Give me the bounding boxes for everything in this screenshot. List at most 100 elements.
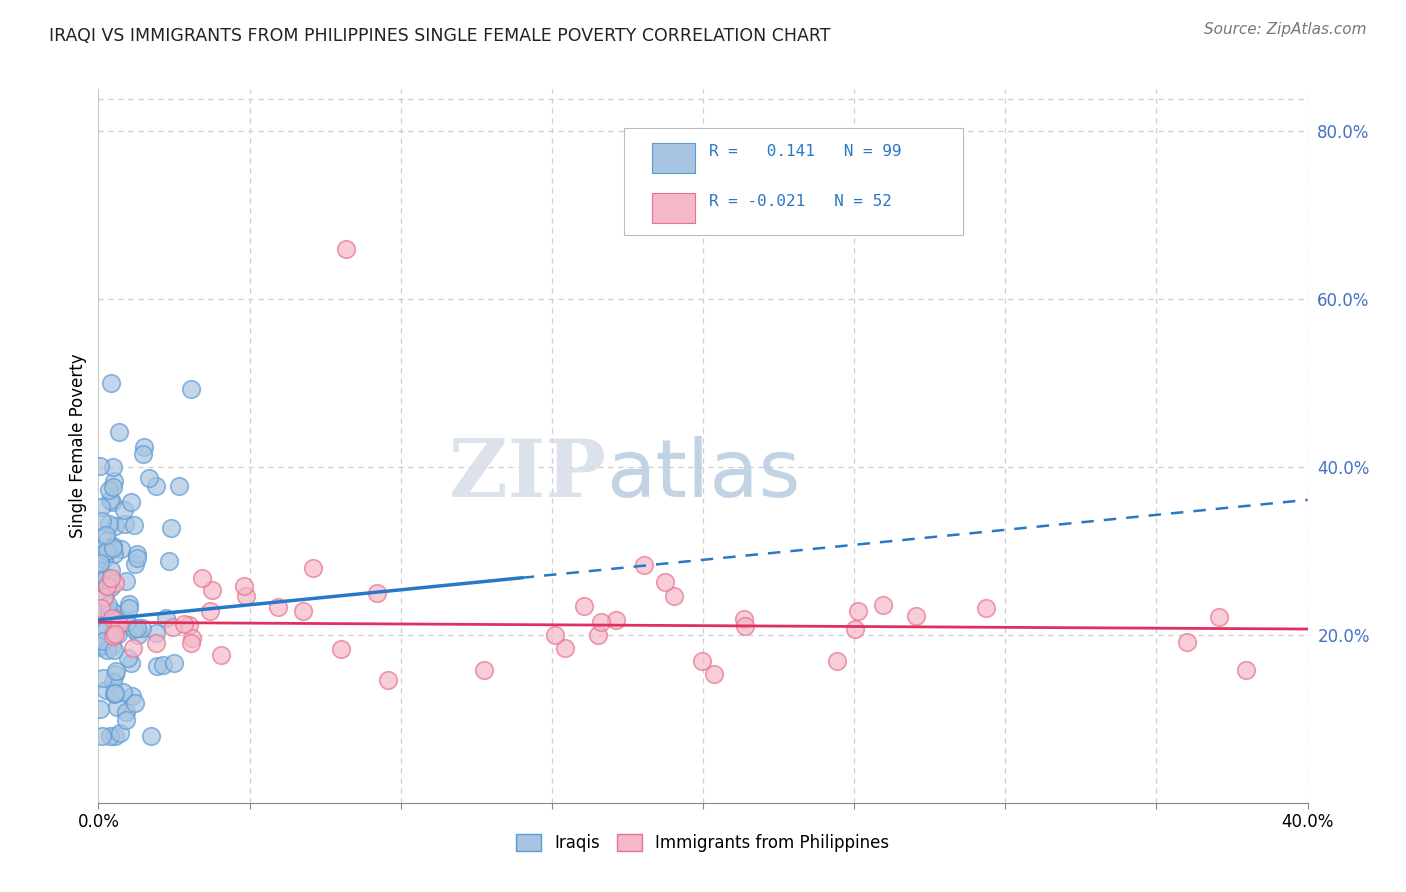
Point [94,623,117,637]
Point [105,618,128,632]
Point [846,604,869,618]
Point [89,563,111,577]
Point [103,541,125,555]
Point [589,615,612,629]
Point [692,654,714,668]
Point [103,687,125,701]
Point [91,671,114,685]
Point [91,729,114,743]
Point [118,597,141,611]
Point [96,528,118,542]
Point [89,640,111,654]
Text: R = -0.021   N = 52: R = -0.021 N = 52 [709,194,891,210]
Point [98,571,121,585]
Point [93,590,115,604]
Point [124,557,146,571]
Point [114,516,136,531]
Point [110,542,132,557]
Point [98,729,121,743]
Point [103,547,125,561]
FancyBboxPatch shape [652,194,695,223]
Point [605,613,627,627]
Text: IRAQI VS IMMIGRANTS FROM PHILIPPINES SINGLE FEMALE POVERTY CORRELATION CHART: IRAQI VS IMMIGRANTS FROM PHILIPPINES SIN… [49,27,831,45]
Point [904,609,927,624]
FancyBboxPatch shape [624,128,963,235]
Point [633,558,655,573]
Point [118,600,141,615]
Point [90,500,112,514]
Point [180,382,202,396]
Text: ZIP: ZIP [450,435,606,514]
Point [138,471,160,485]
Point [1175,634,1198,648]
Point [104,576,127,591]
Point [107,617,129,632]
Point [1208,610,1230,624]
Point [108,726,131,740]
Point [105,612,128,626]
Point [844,622,866,636]
Point [104,667,127,681]
Point [872,598,894,612]
Point [145,479,167,493]
Point [104,626,127,640]
Point [125,621,148,635]
Point [122,622,145,636]
Point [100,376,122,390]
Point [329,641,352,656]
Point [107,627,129,641]
Y-axis label: Single Female Poverty: Single Female Poverty [69,354,87,538]
Text: Source: ZipAtlas.com: Source: ZipAtlas.com [1204,22,1367,37]
Point [121,690,143,704]
Point [703,667,725,681]
Point [105,607,128,621]
Point [152,658,174,673]
Point [101,610,124,624]
Point [235,589,257,603]
Point [127,628,149,642]
Point [97,598,120,612]
Point [472,663,495,677]
Point [377,673,399,687]
Point [96,579,118,593]
Point [114,713,136,727]
Point [96,544,118,558]
Point [96,533,118,547]
Point [103,539,125,553]
Legend: Iraqis, Immigrants from Philippines: Iraqis, Immigrants from Philippines [510,827,896,859]
Point [572,599,595,614]
Point [101,495,124,509]
Point [101,639,124,653]
Point [1234,663,1257,677]
Point [111,685,134,699]
Point [118,619,141,633]
Point [163,656,186,670]
Point [93,551,115,566]
Point [292,604,315,618]
Point [98,492,121,507]
Point [108,425,131,439]
Text: R =   0.141   N = 99: R = 0.141 N = 99 [709,145,901,160]
Point [91,633,114,648]
Point [145,636,167,650]
Point [209,648,232,662]
Point [191,571,214,585]
Point [96,571,118,585]
Point [89,459,111,474]
Point [302,561,325,575]
Point [100,563,122,577]
Point [662,589,685,603]
Point [104,729,127,743]
Point [145,626,167,640]
Point [96,643,118,657]
Point [100,571,122,585]
Point [125,551,148,566]
Point [124,696,146,710]
Point [132,447,155,461]
Point [120,656,142,670]
Point [127,547,149,561]
Point [89,572,111,586]
Point [124,518,146,533]
Text: atlas: atlas [606,435,800,514]
Point [181,631,204,645]
